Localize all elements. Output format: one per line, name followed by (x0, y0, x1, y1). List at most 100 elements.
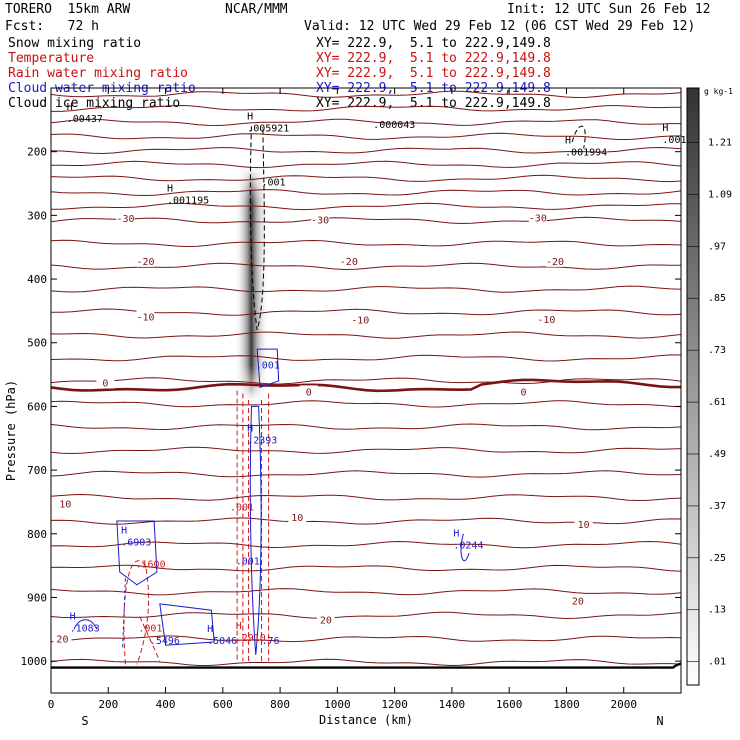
isotherm-line (50, 470, 682, 478)
temp-label: -30 (116, 214, 134, 225)
temp-label-bg (528, 211, 547, 224)
isotherm-zero-line (50, 378, 681, 393)
ice-contour (249, 126, 265, 331)
x-tick-label: 1800 (553, 698, 580, 711)
field-xy-cloud-ice: XY= 222.9, 5.1 to 222.9,149.8 (316, 96, 551, 111)
high-marker: H (247, 111, 253, 122)
cloud-contour-south (116, 520, 158, 586)
x-tick-label: 800 (270, 698, 290, 711)
valid-time: Valid: 12 UTC Wed 29 Feb 12 (06 CST Wed … (304, 19, 696, 34)
temp-label-bg (316, 613, 335, 626)
field-value-label: .6903 (121, 537, 151, 548)
north-end-label: N (656, 714, 663, 728)
isotherm-line (50, 446, 682, 455)
y-tick-label: 600 (27, 400, 47, 413)
high-marker: H (207, 624, 213, 635)
temp-label-bg (568, 594, 587, 607)
isotherm-line (50, 132, 682, 140)
colorbar-label: .49 (708, 449, 726, 460)
colorbar-unit: g kg-1 (704, 87, 733, 96)
field-value-label: .1600 (136, 560, 166, 571)
field-xy-temperature: XY= 222.9, 5.1 to 222.9,149.8 (316, 51, 551, 66)
colorbar-label: .25 (708, 553, 726, 564)
temp-label-bg (53, 632, 72, 645)
isotherm-line (50, 90, 682, 99)
isotherm-line (50, 400, 682, 408)
high-marker: H (453, 529, 459, 540)
field-value-label: .001 (662, 135, 686, 146)
field-value-label: .000043 (373, 120, 415, 131)
init-time: Init: 12 UTC Sun 26 Feb 12 (507, 2, 711, 17)
rain-contour-south (123, 560, 150, 665)
field-name-rain: Rain water mixing ratio (8, 66, 189, 81)
field-name-snow: Snow mixing ratio (8, 36, 142, 51)
temp-label: 10 (578, 520, 590, 531)
temp-label-bg (546, 254, 564, 267)
temp-label: 20 (320, 615, 332, 626)
colorbar-label: 1.09 (708, 189, 732, 200)
cloud-contour-upper (256, 348, 280, 388)
temp-label: 10 (291, 513, 303, 524)
temp-label-bg (136, 310, 155, 323)
x-tick-label: 1200 (381, 698, 408, 711)
field-value-label: .1083 (70, 623, 100, 634)
temp-label: -10 (136, 312, 154, 323)
x-tick-label: 400 (156, 698, 176, 711)
isotherm-line (50, 377, 682, 385)
south-end-label: S (81, 714, 88, 728)
field-value-label: .001 (256, 360, 280, 371)
colorbar-label: .13 (708, 605, 726, 616)
ground-line (51, 662, 682, 669)
y-tick-label: 800 (27, 528, 47, 541)
isotherm-line (50, 239, 682, 248)
temp-label: -30 (529, 214, 547, 225)
field-xy-snow: XY= 222.9, 5.1 to 222.9,149.8 (316, 36, 551, 51)
y-tick-label: 300 (27, 209, 47, 222)
high-marker: H (67, 102, 73, 113)
colorbar-label: 1.21 (708, 138, 732, 149)
y-tick-label: 1000 (21, 655, 48, 668)
y-tick-label: 900 (27, 591, 47, 604)
temp-label-bg (339, 254, 358, 267)
temp-label-bg (299, 385, 318, 398)
high-marker: H (70, 611, 76, 622)
field-name-temperature: Temperature (8, 51, 95, 66)
cloud-contour-north (460, 533, 470, 562)
ice-contour-north (571, 125, 586, 149)
temp-label-bg (311, 213, 330, 226)
temp-label-bg (96, 376, 115, 389)
cloud-contour-far-south (73, 619, 98, 630)
isotherm-line (50, 540, 682, 549)
colorbar-label: .61 (708, 397, 726, 408)
isotherm-line (50, 202, 681, 211)
temp-label-bg (56, 497, 75, 510)
high-marker: H (565, 136, 571, 147)
x-tick-label: 1400 (439, 698, 466, 711)
isotherm-line (50, 658, 682, 667)
x-tick-label: 1600 (496, 698, 523, 711)
rain-contour-south-2 (139, 616, 161, 662)
colorbar-label: .37 (708, 501, 726, 512)
temp-label: -10 (537, 315, 555, 326)
isotherm-line (50, 174, 682, 183)
isotherm-line (50, 160, 682, 169)
field-value-label: .001 (262, 178, 286, 189)
center-label: NCAR/MMM (225, 2, 288, 17)
x-tick-label: 600 (213, 698, 233, 711)
temp-label-bg (116, 212, 135, 225)
colorbar (686, 87, 700, 686)
field-value-label: .001 (138, 623, 162, 634)
field-value-label: .0244 (453, 541, 483, 552)
field-value-label: .2393 (247, 435, 277, 446)
temp-label-bg (574, 517, 593, 530)
isotherm-line (50, 564, 682, 572)
temp-label: -20 (546, 257, 564, 268)
field-value-label: .001 (230, 502, 254, 513)
x-tick-label: 200 (98, 698, 118, 711)
field-value-label: .00437 (67, 114, 103, 125)
field-value-label: .76 (262, 636, 280, 647)
field-value-label: .5496 (150, 636, 180, 647)
y-tick-label: 400 (27, 273, 47, 286)
isotherm-line (50, 146, 682, 155)
